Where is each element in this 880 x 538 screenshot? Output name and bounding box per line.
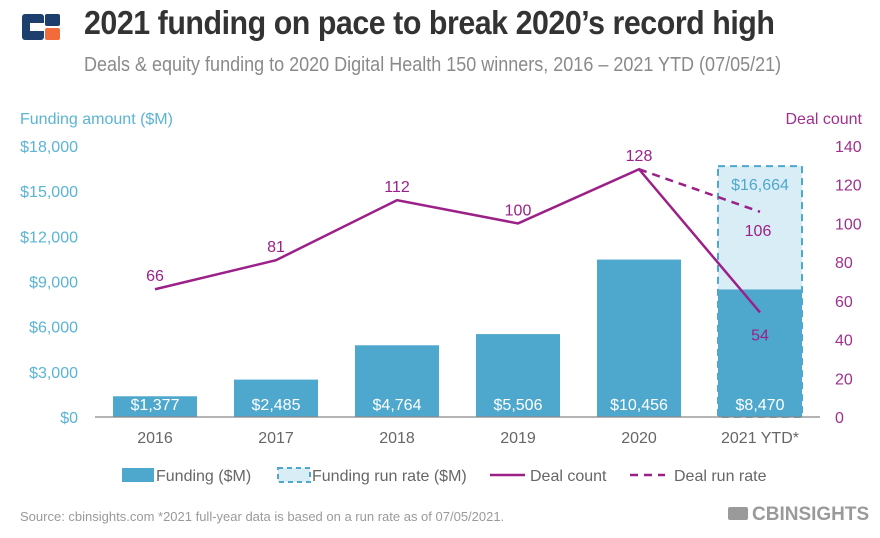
funding-bar-label: $5,506 bbox=[494, 397, 543, 414]
left-tick-label: $3,000 bbox=[29, 365, 78, 382]
right-tick-label: 0 bbox=[835, 410, 844, 427]
right-tick-label: 60 bbox=[835, 294, 853, 311]
left-tick-label: $0 bbox=[60, 410, 78, 427]
legend-run-rate-swatch bbox=[277, 467, 311, 483]
deal-count-line bbox=[154, 167, 761, 314]
funding-bar bbox=[355, 345, 439, 417]
funding-bar-label: $10,456 bbox=[610, 397, 668, 414]
funding-bar-label: $1,377 bbox=[131, 397, 180, 414]
deal-count-label: 54 bbox=[751, 327, 769, 344]
deal-count-label: 112 bbox=[384, 179, 410, 196]
x-tick-label: 2019 bbox=[500, 430, 536, 447]
funding-bar bbox=[476, 334, 560, 417]
chart-subtitle: Deals & equity funding to 2020 Digital H… bbox=[84, 54, 782, 76]
deal-count-label: 81 bbox=[267, 239, 285, 256]
left-tick-label: $18,000 bbox=[20, 139, 78, 156]
right-tick-label: 140 bbox=[835, 139, 862, 156]
left-tick-label: $15,000 bbox=[20, 184, 78, 201]
right-tick-label: 120 bbox=[835, 178, 862, 195]
x-tick-label: 2016 bbox=[137, 430, 173, 447]
deal-count-label: 128 bbox=[626, 148, 653, 165]
funding-bar bbox=[234, 379, 318, 417]
x-tick-label: 2020 bbox=[621, 430, 657, 447]
x-tick-label: 2017 bbox=[258, 430, 294, 447]
deal-count-label: 100 bbox=[505, 202, 532, 219]
deal-run-rate-line bbox=[638, 168, 761, 213]
x-tick-label: 2018 bbox=[379, 430, 415, 447]
left-tick-label: $9,000 bbox=[29, 275, 78, 292]
source-note: Source: cbinsights.com *2021 full-year d… bbox=[20, 509, 505, 524]
funding-bar-label: $4,764 bbox=[373, 397, 422, 414]
right-tick-label: 80 bbox=[835, 255, 853, 272]
legend-run-rate-label: Funding run rate ($M) bbox=[312, 468, 467, 485]
deal-count-label: 66 bbox=[146, 268, 164, 285]
x-tick-label: 2021 YTD* bbox=[721, 430, 799, 447]
cbinsights-logo: CBINSIGHTS bbox=[728, 504, 869, 526]
right-tick-label: 100 bbox=[835, 216, 862, 233]
legend-funding-swatch bbox=[122, 468, 154, 482]
right-axis-title: Deal count bbox=[786, 111, 863, 128]
left-tick-label: $12,000 bbox=[20, 229, 78, 246]
funding-bar bbox=[597, 259, 681, 417]
right-tick-label: 20 bbox=[835, 371, 853, 388]
left-tick-label: $6,000 bbox=[29, 320, 78, 337]
run-rate-label: $16,664 bbox=[731, 177, 789, 194]
legend-deal-run-rate-label: Deal run rate bbox=[674, 468, 767, 485]
funding-bar bbox=[113, 396, 197, 417]
deal-run-rate-label: 106 bbox=[745, 223, 772, 240]
left-axis-title: Funding amount ($M) bbox=[20, 111, 173, 128]
legend-deal-count-label: Deal count bbox=[530, 468, 607, 485]
funding-bar-label: $2,485 bbox=[252, 397, 301, 414]
legend-funding-label: Funding ($M) bbox=[156, 468, 251, 485]
funding-bar-label: $8,470 bbox=[736, 397, 785, 414]
cb-logo-icon bbox=[22, 14, 60, 40]
brand-text: CBINSIGHTS bbox=[752, 504, 870, 525]
right-tick-label: 40 bbox=[835, 333, 853, 350]
chart-title: 2021 funding on pace to break 2020’s rec… bbox=[84, 4, 775, 41]
